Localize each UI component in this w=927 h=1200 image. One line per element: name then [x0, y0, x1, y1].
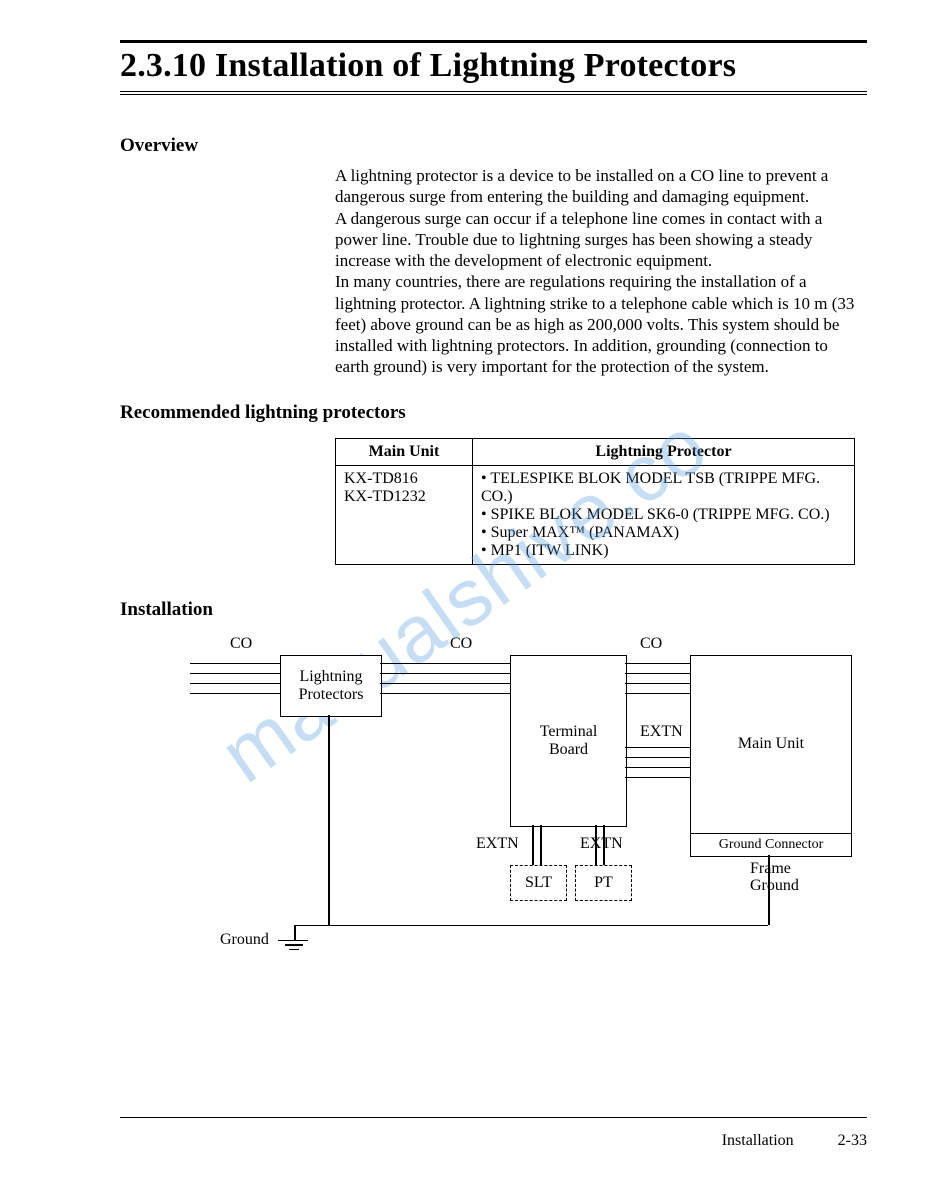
td-protectors: TELESPIKE BLOK MODEL TSB (TRIPPE MFG. CO…: [473, 465, 855, 564]
wire: [190, 673, 280, 675]
extn-label-left: EXTN: [476, 835, 519, 853]
wire: [380, 693, 510, 695]
terminal-board-box: Terminal Board: [510, 655, 627, 827]
installation-section: Installation CO CO CO Lightning Protecto…: [120, 599, 867, 975]
wire: [625, 683, 690, 685]
page: manualshive.co 2.3.10 Installation of Li…: [0, 0, 927, 1200]
table-row: KX-TD816 KX-TD1232 TELESPIKE BLOK MODEL …: [336, 465, 855, 564]
ground-symbol-icon: [280, 940, 308, 951]
protector-item: SPIKE BLOK MODEL SK6-0 (TRIPPE MFG. CO.): [481, 506, 846, 524]
wire: [294, 925, 328, 927]
main-unit-2: KX-TD1232: [344, 488, 464, 506]
wire: [380, 663, 510, 665]
wire: [625, 663, 690, 665]
wire: [328, 925, 768, 927]
frame-ground-label: Frame Ground: [750, 860, 799, 895]
page-footer: Installation 2-33: [120, 1117, 867, 1150]
wire: [625, 693, 690, 695]
protector-item: MP1 (ITW LINK): [481, 542, 846, 560]
wire: [625, 767, 690, 769]
main-unit-label: Main Unit: [738, 656, 804, 833]
wire: [532, 825, 534, 865]
installation-diagram: CO CO CO Lightning Protectors Terminal B…: [220, 635, 790, 975]
protector-item: TELESPIKE BLOK MODEL TSB (TRIPPE MFG. CO…: [481, 470, 846, 506]
slt-box: SLT: [510, 865, 567, 901]
main-unit-box: Main Unit Ground Connector: [690, 655, 852, 857]
td-main-units: KX-TD816 KX-TD1232: [336, 465, 473, 564]
extn-label-right: EXTN: [640, 723, 683, 741]
protector-item: Super MAX™ (PANAMAX): [481, 524, 846, 542]
wire: [190, 663, 280, 665]
wire: [625, 777, 690, 779]
ground-connector-label: Ground Connector: [691, 833, 851, 856]
co-label-2: CO: [450, 635, 472, 653]
wire: [328, 715, 330, 925]
footer-page-number: 2-33: [838, 1132, 867, 1150]
overview-body: A lightning protector is a device to be …: [335, 165, 855, 378]
wire: [380, 683, 510, 685]
page-title: 2.3.10 Installation of Lightning Protect…: [120, 40, 867, 95]
table-header-row: Main Unit Lightning Protector: [336, 438, 855, 465]
wire: [190, 693, 280, 695]
wire: [380, 673, 510, 675]
wire: [595, 825, 597, 865]
extn-label-mid: EXTN: [580, 835, 623, 853]
overview-para-3: In many countries, there are regulations…: [335, 271, 855, 377]
protector-table: Main Unit Lightning Protector KX-TD816 K…: [335, 438, 855, 565]
wire: [603, 825, 605, 865]
wire: [625, 747, 690, 749]
lightning-protectors-box: Lightning Protectors: [280, 655, 382, 717]
footer-section: Installation: [722, 1132, 794, 1149]
recommended-section: Recommended lightning protectors Main Un…: [120, 402, 867, 565]
pt-box: PT: [575, 865, 632, 901]
installation-heading: Installation: [120, 599, 867, 621]
overview-para-1: A lightning protector is a device to be …: [335, 165, 855, 208]
overview-section: Overview A lightning protector is a devi…: [120, 135, 867, 378]
wire: [294, 925, 296, 940]
th-protector: Lightning Protector: [473, 438, 855, 465]
overview-heading: Overview: [120, 135, 867, 157]
recommended-heading: Recommended lightning protectors: [120, 402, 867, 424]
wire: [540, 825, 542, 865]
main-unit-1: KX-TD816: [344, 470, 464, 488]
wire: [190, 683, 280, 685]
th-main-unit: Main Unit: [336, 438, 473, 465]
overview-para-2: A dangerous surge can occur if a telepho…: [335, 208, 855, 272]
co-label-1: CO: [230, 635, 252, 653]
co-label-3: CO: [640, 635, 662, 653]
wire: [625, 673, 690, 675]
protector-list: TELESPIKE BLOK MODEL TSB (TRIPPE MFG. CO…: [481, 470, 846, 560]
ground-label: Ground: [220, 931, 269, 949]
wire: [625, 757, 690, 759]
